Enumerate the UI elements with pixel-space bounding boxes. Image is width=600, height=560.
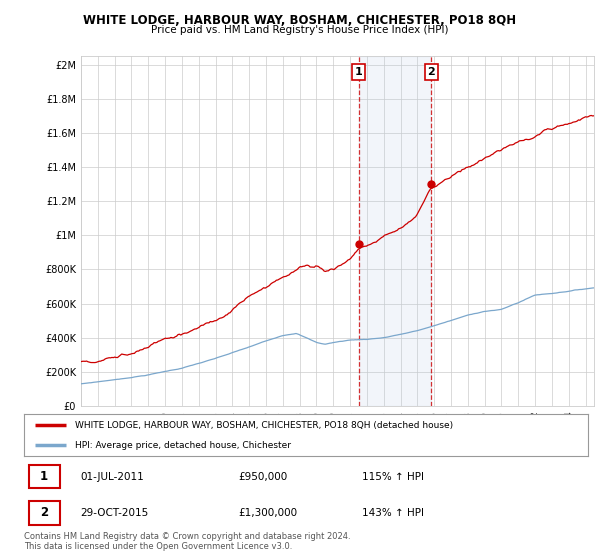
Text: 29-OCT-2015: 29-OCT-2015 (80, 508, 149, 518)
FancyBboxPatch shape (29, 465, 59, 488)
Text: Price paid vs. HM Land Registry's House Price Index (HPI): Price paid vs. HM Land Registry's House … (151, 25, 449, 35)
Text: 1: 1 (355, 67, 362, 77)
Text: 01-JUL-2011: 01-JUL-2011 (80, 472, 144, 482)
Text: £950,000: £950,000 (238, 472, 287, 482)
Bar (359, 56, 431, 406)
Text: 143% ↑ HPI: 143% ↑ HPI (362, 508, 424, 518)
Text: 2: 2 (40, 506, 48, 520)
Text: 1: 1 (40, 470, 48, 483)
Text: Contains HM Land Registry data © Crown copyright and database right 2024.
This d: Contains HM Land Registry data © Crown c… (24, 532, 350, 552)
Text: £1,300,000: £1,300,000 (238, 508, 298, 518)
FancyBboxPatch shape (29, 501, 59, 525)
Text: 115% ↑ HPI: 115% ↑ HPI (362, 472, 424, 482)
Text: 2: 2 (427, 67, 435, 77)
Text: WHITE LODGE, HARBOUR WAY, BOSHAM, CHICHESTER, PO18 8QH: WHITE LODGE, HARBOUR WAY, BOSHAM, CHICHE… (83, 14, 517, 27)
Text: WHITE LODGE, HARBOUR WAY, BOSHAM, CHICHESTER, PO18 8QH (detached house): WHITE LODGE, HARBOUR WAY, BOSHAM, CHICHE… (75, 421, 453, 430)
Text: HPI: Average price, detached house, Chichester: HPI: Average price, detached house, Chic… (75, 441, 291, 450)
